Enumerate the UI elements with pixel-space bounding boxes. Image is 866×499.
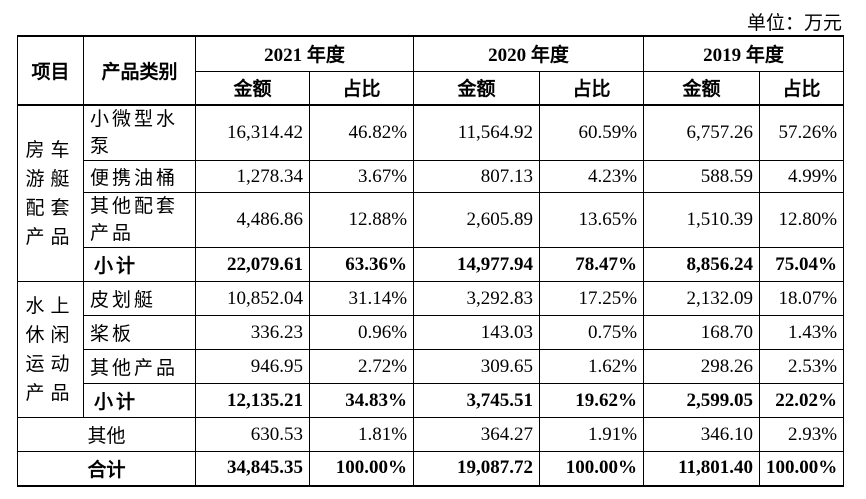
row-label: 便携油桶 [83,160,196,193]
subtotal-ratio: 22.02% [759,383,845,418]
cell-amount: 2,132.09 [643,281,761,316]
cell-ratio: 18.07% [759,281,845,316]
group-label: 水上休闲运动产品 [17,281,84,418]
cell-ratio: 3.67% [308,160,415,193]
cell-ratio: 17.25% [539,281,645,316]
cell-ratio: 2.53% [759,349,845,384]
other-amount: 364.27 [413,417,541,452]
row-label: 其他配套产品 [83,192,196,248]
total-ratio: 100.00% [308,451,415,487]
header-year-2020: 2020 年度 [413,35,645,72]
total-amount: 34,845.35 [195,451,310,487]
header-year-2019: 2019 年度 [643,35,845,72]
total-amount: 11,801.40 [643,451,761,487]
header-ratio: 占比 [759,70,845,106]
cell-ratio: 57.26% [759,104,845,161]
header-amount: 金额 [643,70,761,106]
header-amount: 金额 [195,70,310,106]
other-label: 其他 [17,417,196,452]
row-label: 皮划艇 [83,281,196,316]
unit-label: 单位：万元 [746,12,842,34]
cell-ratio: 1.62% [539,349,645,384]
cell-ratio: 13.65% [539,192,645,248]
total-ratio: 100.00% [759,451,845,487]
cell-ratio: 0.96% [308,315,415,350]
revenue-table: 项目 产品类别 2021 年度 2020 年度 2019 年度 金额 占比 金额… [17,35,845,487]
other-ratio: 2.93% [759,417,845,452]
subtotal-label: 小计 [83,383,196,418]
row-label: 其他产品 [83,349,196,384]
cell-ratio: 4.23% [539,160,645,193]
cell-amount: 168.70 [643,315,761,350]
cell-amount: 309.65 [413,349,541,384]
subtotal-amount: 2,599.05 [643,383,761,418]
total-label: 合计 [17,451,196,487]
subtotal-amount: 3,745.51 [413,383,541,418]
cell-amount: 298.26 [643,349,761,384]
cell-amount: 10,852.04 [195,281,310,316]
subtotal-ratio: 63.36% [308,247,415,282]
header-ratio: 占比 [308,70,415,106]
cell-ratio: 46.82% [308,104,415,161]
subtotal-label: 小计 [83,247,196,282]
cell-amount: 946.95 [195,349,310,384]
cell-amount: 11,564.92 [413,104,541,161]
header-category: 产品类别 [83,35,196,106]
cell-ratio: 2.72% [308,349,415,384]
cell-amount: 1,510.39 [643,192,761,248]
subtotal-amount: 8,856.24 [643,247,761,282]
header-item: 项目 [17,35,84,106]
total-ratio: 100.00% [539,451,645,487]
cell-ratio: 0.75% [539,315,645,350]
cell-amount: 6,757.26 [643,104,761,161]
row-label: 小微型水泵 [83,104,196,161]
cell-ratio: 12.88% [308,192,415,248]
other-amount: 630.53 [195,417,310,452]
subtotal-ratio: 19.62% [539,383,645,418]
total-amount: 19,087.72 [413,451,541,487]
header-year-2021: 2021 年度 [194,35,415,72]
header-ratio: 占比 [539,70,645,106]
subtotal-ratio: 34.83% [308,383,415,418]
cell-ratio: 1.43% [759,315,845,350]
other-ratio: 1.81% [308,417,415,452]
header-amount: 金额 [413,70,541,106]
other-ratio: 1.91% [539,417,645,452]
cell-amount: 588.59 [643,160,761,193]
cell-amount: 1,278.34 [195,160,310,193]
group-label: 房车游艇配套产品 [17,104,84,282]
subtotal-amount: 12,135.21 [195,383,310,418]
cell-amount: 143.03 [413,315,541,350]
cell-ratio: 31.14% [308,281,415,316]
cell-amount: 3,292.83 [413,281,541,316]
cell-ratio: 4.99% [759,160,845,193]
cell-amount: 807.13 [413,160,541,193]
other-amount: 346.10 [643,417,761,452]
cell-amount: 4,486.86 [195,192,310,248]
cell-amount: 2,605.89 [413,192,541,248]
cell-ratio: 60.59% [539,104,645,161]
subtotal-amount: 14,977.94 [413,247,541,282]
subtotal-ratio: 75.04% [759,247,845,282]
cell-ratio: 12.80% [759,192,845,248]
cell-amount: 336.23 [195,315,310,350]
row-label: 桨板 [83,315,196,350]
subtotal-amount: 22,079.61 [195,247,310,282]
cell-amount: 16,314.42 [195,104,310,161]
subtotal-ratio: 78.47% [539,247,645,282]
